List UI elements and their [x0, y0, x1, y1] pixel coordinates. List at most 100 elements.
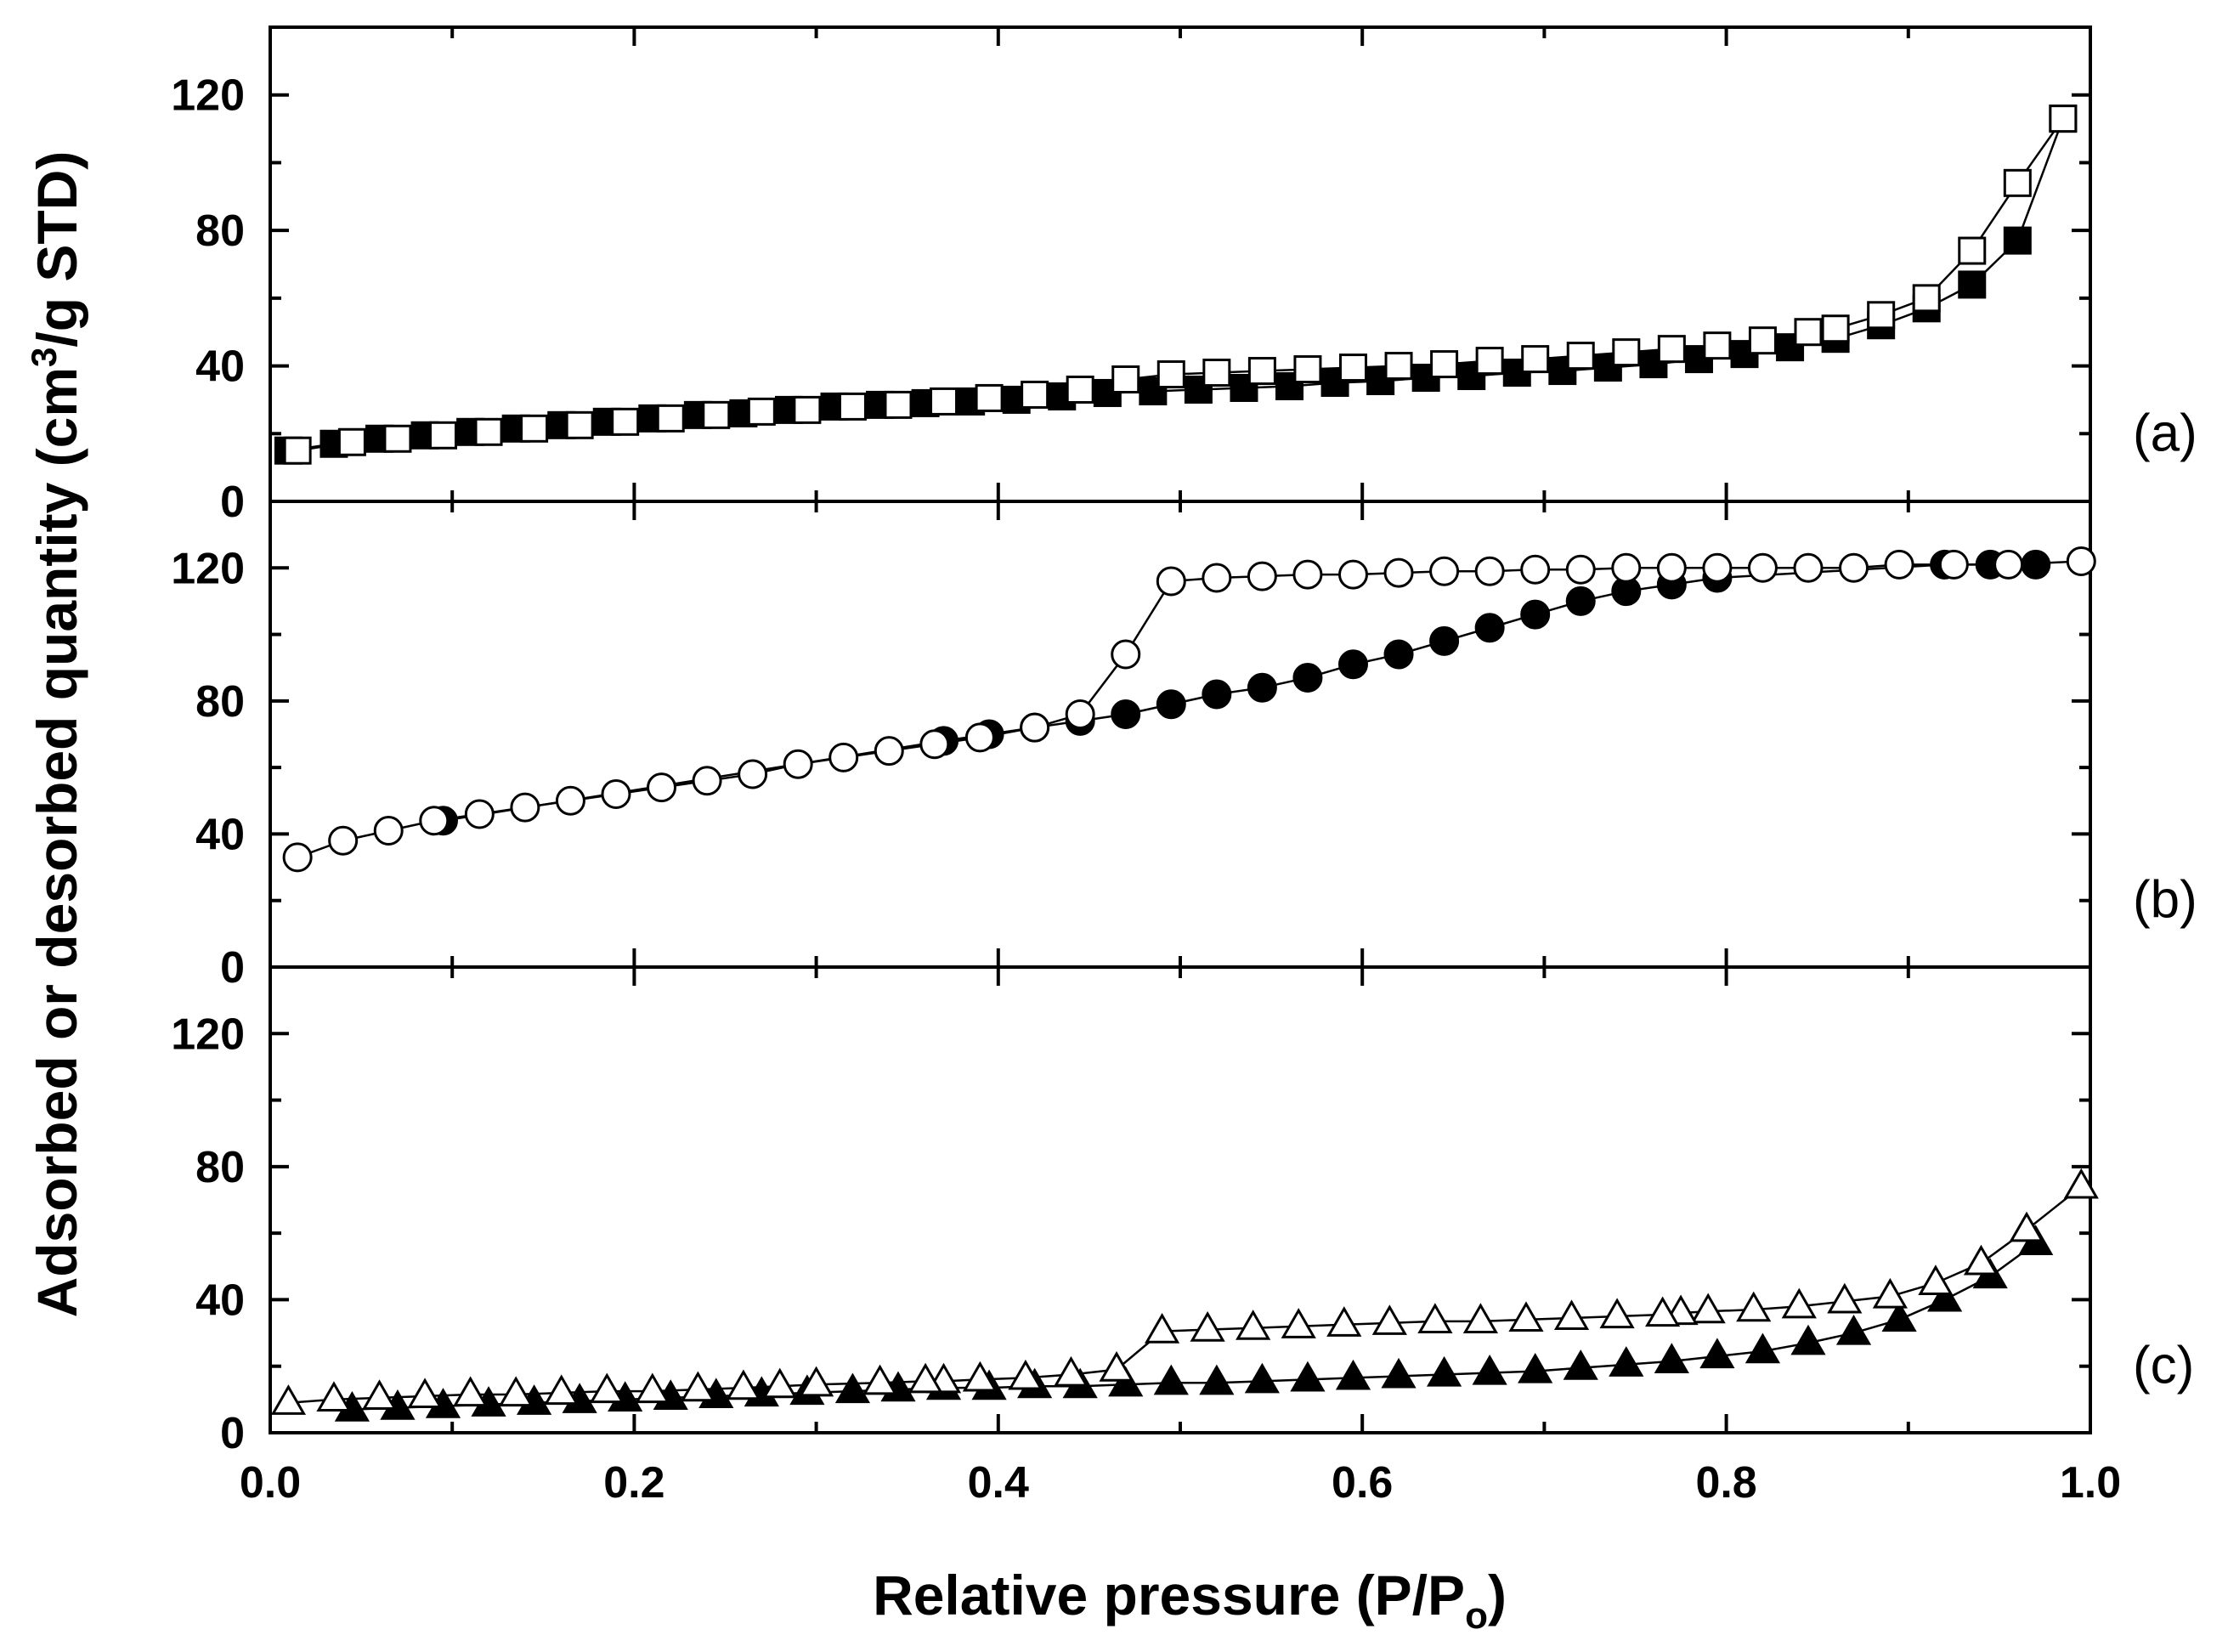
data-point-triangle	[1690, 1293, 1726, 1324]
panel-a: 0 40 80 120 (a)	[171, 25, 2197, 527]
data-point-triangle	[1927, 1281, 1963, 1312]
data-point-triangle	[316, 1381, 352, 1412]
data-point-square	[1184, 375, 1213, 404]
y-axis-title: Adsorbed or desorbed quantity (cm3/g STD…	[24, 151, 88, 1318]
data-point-circle	[1839, 552, 1869, 583]
data-point-square	[1958, 270, 1987, 299]
data-point-square	[1430, 350, 1459, 379]
data-point-circle	[2066, 546, 2096, 576]
series-line	[288, 1185, 2083, 1405]
data-point-square	[793, 395, 822, 424]
data-point-circle	[1111, 699, 1141, 730]
data-point-circle	[1156, 689, 1186, 720]
data-point-triangle	[1244, 1362, 1280, 1394]
data-point-triangle	[1053, 1355, 1089, 1387]
data-point-triangle	[498, 1376, 534, 1407]
x-tick-label: 1.0	[2060, 1458, 2121, 1508]
panel-frame	[269, 965, 2092, 1434]
data-point-square	[1521, 345, 1550, 374]
data-point-circle	[1656, 552, 1687, 583]
data-point-triangle	[589, 1372, 625, 1404]
data-point-circle	[1292, 662, 1323, 693]
series-line	[297, 117, 2064, 452]
data-point-circle	[1202, 679, 1232, 710]
data-point-square	[930, 387, 958, 416]
data-point-circle	[738, 759, 768, 789]
data-point-circle	[1337, 649, 1368, 680]
x-axis-title-main: Relative pressure (P/P	[873, 1564, 1465, 1627]
data-point-circle	[1611, 552, 1642, 583]
data-point-triangle	[680, 1371, 715, 1402]
data-point-circle	[1565, 586, 1596, 616]
y-axis-title-main: Adsorbed or desorbed quantity (cm	[25, 367, 88, 1317]
data-point-triangle	[1790, 1324, 1826, 1355]
data-point-triangle	[1108, 1366, 1144, 1397]
data-point-triangle	[962, 1361, 998, 1392]
x-tick-label: 0.4	[968, 1458, 1029, 1508]
series-desorption	[282, 546, 2096, 873]
data-point-circle	[1702, 552, 1733, 583]
data-point-triangle	[834, 1372, 871, 1404]
data-point-triangle	[1881, 1301, 1917, 1332]
data-point-triangle	[1609, 1346, 1644, 1377]
data-point-triangle	[407, 1378, 443, 1409]
data-point-square	[1293, 355, 1322, 384]
data-point-triangle	[726, 1369, 761, 1400]
data-point-triangle	[1371, 1304, 1407, 1335]
data-point-circle	[282, 842, 313, 873]
data-point-square	[656, 404, 685, 433]
data-point-square	[1384, 352, 1413, 381]
data-point-circle	[1247, 672, 1277, 703]
data-point-triangle	[1326, 1306, 1362, 1337]
data-point-triangle	[1190, 1311, 1225, 1342]
data-point-triangle	[1008, 1359, 1043, 1390]
data-point-triangle	[635, 1372, 670, 1404]
y-tick-label: 80	[195, 677, 245, 727]
data-point-square	[747, 397, 776, 426]
data-point-triangle	[361, 1379, 398, 1410]
x-tick-label: 0.6	[1332, 1458, 1393, 1508]
y-axis-title-superscript: 3	[24, 348, 64, 367]
data-point-circle	[783, 749, 813, 779]
y-tick-label: 0	[220, 943, 245, 993]
data-point-circle	[1938, 549, 1969, 580]
data-point-square	[474, 417, 503, 446]
data-point-square	[1111, 365, 1140, 394]
data-point-triangle	[2063, 1168, 2099, 1199]
data-point-triangle	[1199, 1364, 1235, 1395]
data-point-square	[884, 390, 913, 419]
series-line	[443, 563, 2036, 823]
y-tick-label: 0	[220, 1409, 245, 1458]
data-point-triangle	[1781, 1287, 1817, 1319]
data-point-circle	[1337, 559, 1368, 590]
data-point-square	[1748, 326, 1777, 355]
data-point-square	[565, 410, 594, 439]
data-point-circle	[510, 792, 540, 823]
data-point-triangle	[762, 1367, 798, 1399]
data-point-circle	[964, 722, 995, 753]
data-point-triangle	[1153, 1364, 1189, 1395]
data-point-square	[1703, 331, 1732, 360]
data-point-square	[1202, 359, 1231, 388]
data-point-triangle	[1736, 1291, 1772, 1322]
data-point-triangle	[270, 1384, 307, 1415]
data-point-circle	[601, 778, 631, 809]
data-point-circle	[464, 799, 495, 829]
y-tick-label: 120	[171, 544, 245, 593]
data-point-square	[1247, 357, 1276, 386]
data-point-circle	[1793, 552, 1824, 583]
data-point-square	[1867, 301, 1896, 330]
data-point-triangle	[1827, 1282, 1863, 1314]
x-tick-label: 0.8	[1695, 1458, 1756, 1508]
data-point-square	[702, 400, 731, 429]
data-point-square	[1958, 236, 1987, 265]
series-adsorption	[274, 105, 2078, 465]
x-axis-title: Relative pressure (P/Po)	[873, 1564, 1507, 1637]
data-point-circle	[1383, 557, 1414, 588]
data-point-square	[1566, 342, 1595, 371]
data-point-triangle	[1918, 1264, 1954, 1295]
data-point-square	[2049, 105, 2078, 133]
panel-label: (b)	[2133, 871, 2197, 930]
data-point-triangle	[1599, 1298, 1635, 1329]
data-point-triangle	[1508, 1301, 1544, 1332]
